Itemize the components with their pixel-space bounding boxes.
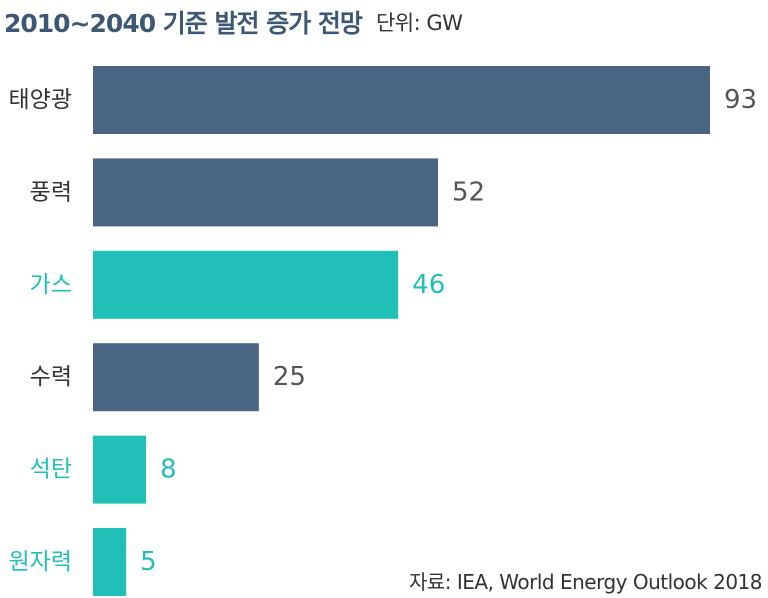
category-label: 태양광	[9, 87, 72, 113]
bar	[93, 528, 127, 596]
title-row: 2010~2040 기준 발전 증가 전망 단위: GW	[4, 2, 463, 42]
bar	[93, 435, 147, 504]
category-label: 가스	[30, 272, 72, 298]
unit-label: 단위: GW	[375, 11, 463, 35]
category-label: 원자력	[9, 549, 72, 575]
value-label: 25	[273, 362, 306, 392]
source-note: 자료: IEA, World Energy Outlook 2018	[408, 570, 763, 594]
bar	[93, 66, 710, 134]
category-label: 수력	[30, 364, 72, 390]
value-label: 8	[160, 455, 177, 485]
bar	[93, 158, 438, 227]
category-label: 석탄	[30, 457, 72, 483]
value-label: 93	[724, 85, 757, 115]
bar	[93, 250, 399, 319]
value-label: 52	[452, 177, 485, 207]
value-label: 5	[140, 547, 157, 577]
category-label: 풍력	[30, 179, 72, 205]
value-label: 46	[412, 270, 445, 300]
bar	[93, 343, 259, 412]
chart-title: 2010~2040 기준 발전 증가 전망	[4, 9, 363, 38]
